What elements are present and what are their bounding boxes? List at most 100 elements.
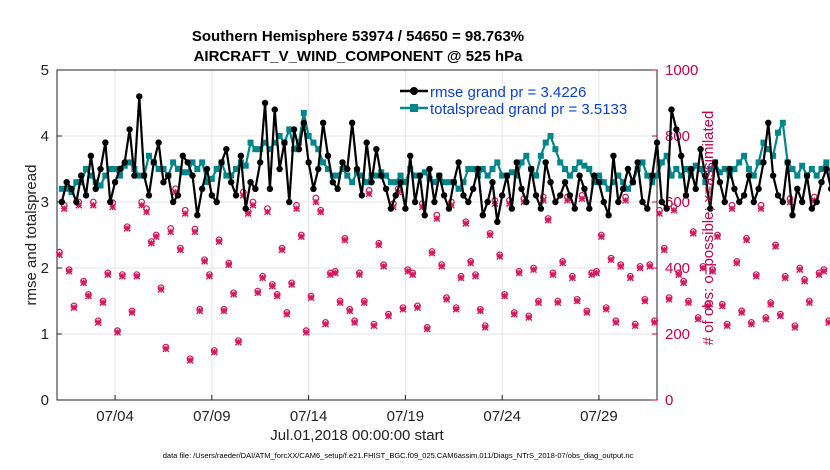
left-tick-label: 4 xyxy=(41,128,49,145)
spread-point xyxy=(595,172,602,179)
rmse-point xyxy=(716,179,724,186)
rmse-point xyxy=(537,205,545,212)
obs-assimilated-point xyxy=(293,205,301,213)
rmse-point xyxy=(818,179,825,186)
rmse-point xyxy=(407,152,414,159)
obs-assimilated-point xyxy=(118,272,126,280)
spread-point xyxy=(170,159,177,166)
rmse-point xyxy=(586,205,593,212)
obs-assimilated-point xyxy=(452,305,460,313)
spread-point xyxy=(262,139,269,146)
obs-assimilated-point xyxy=(762,315,770,323)
spread-point xyxy=(639,159,646,166)
spread-point xyxy=(63,185,70,192)
rmse-point xyxy=(266,185,274,192)
rmse-point xyxy=(663,205,670,212)
obs-assimilated-point xyxy=(622,196,630,204)
spread-point xyxy=(242,162,249,169)
rmse-point xyxy=(247,179,254,186)
spread-point xyxy=(721,166,728,172)
right-tick-label: 1000 xyxy=(665,62,698,79)
spread-point xyxy=(760,139,767,146)
rmse-point xyxy=(503,172,511,179)
rmse-point xyxy=(721,198,728,206)
rmse-point xyxy=(508,205,516,212)
obs-assimilated-point xyxy=(728,205,736,213)
rmse-point xyxy=(760,159,767,166)
rmse-point xyxy=(68,185,75,192)
y-axis-label-right: # of obs: o=possible; ×=assimilated xyxy=(700,111,717,346)
obs-assimilated-point xyxy=(752,272,760,280)
spread-point xyxy=(489,166,496,172)
obs-assimilated-point xyxy=(355,271,363,279)
obs-assimilated-point xyxy=(181,210,189,218)
obs-assimilated-point xyxy=(544,216,552,224)
obs-assimilated-point xyxy=(65,267,73,275)
rmse-point xyxy=(300,119,307,127)
obs-assimilated-point xyxy=(772,243,780,251)
rmse-point xyxy=(165,172,172,179)
rmse-point xyxy=(436,172,443,179)
spread-point xyxy=(344,172,351,179)
spread-point xyxy=(533,172,540,179)
rmse-point xyxy=(440,192,448,199)
rmse-point xyxy=(227,179,235,186)
spread-point xyxy=(770,152,777,159)
obs-assimilated-point xyxy=(718,302,726,310)
rmse-point xyxy=(203,165,211,173)
spread-point xyxy=(658,159,665,166)
obs-assimilated-point xyxy=(747,320,755,328)
y-axis-label-left: rmse and totalspread xyxy=(23,165,40,306)
rmse-point xyxy=(281,139,288,146)
rmse-point xyxy=(92,185,99,192)
obs-assimilated-point xyxy=(593,269,601,277)
spread-point xyxy=(155,166,162,172)
obs-assimilated-point xyxy=(210,348,218,356)
grid xyxy=(57,69,657,401)
obs-assimilated-point xyxy=(283,310,291,318)
obs-assimilated-point xyxy=(559,259,567,267)
rmse-point xyxy=(794,185,801,192)
obs-assimilated-point xyxy=(365,190,373,198)
spread-point xyxy=(174,166,181,172)
rmse-point xyxy=(455,159,462,166)
chart-title-line2: AIRCRAFT_V_WIND_COMPONENT @ 525 hPa xyxy=(194,48,524,65)
obs-assimilated-point xyxy=(573,297,581,305)
rmse-point xyxy=(711,159,719,166)
rmse-point xyxy=(237,152,245,159)
spread-point xyxy=(741,152,748,159)
rmse-point xyxy=(474,165,482,173)
spread-point xyxy=(349,179,356,186)
spread-point xyxy=(73,179,80,186)
rmse-point xyxy=(344,165,351,173)
obs-assimilated-point xyxy=(651,318,659,326)
obs-assimilated-point xyxy=(307,294,315,302)
rmse-point xyxy=(469,185,477,192)
obs-assimilated-point xyxy=(583,309,591,317)
obs-assimilated-point xyxy=(805,299,813,307)
rmse-point xyxy=(295,146,303,153)
obs-assimilated-point xyxy=(496,252,504,260)
rmse-point xyxy=(465,198,472,206)
spread-point xyxy=(83,166,90,172)
rmse-point xyxy=(561,179,569,186)
rmse-point xyxy=(150,159,157,166)
spread-point xyxy=(513,172,520,179)
rmse-point xyxy=(610,152,617,159)
obs-assimilated-point xyxy=(723,322,731,330)
spread-point xyxy=(678,172,685,179)
obs-assimilated-point xyxy=(641,297,649,305)
rmse-point xyxy=(629,179,637,186)
rmse-point xyxy=(324,152,332,159)
spread-point xyxy=(407,166,414,172)
spread-point xyxy=(571,166,578,172)
obs-assimilated-point xyxy=(191,228,199,236)
footnote: data file: /Users/raeder/DAI/ATM_forcXX/… xyxy=(163,451,634,460)
spread-point xyxy=(116,172,123,179)
obs-assimilated-point xyxy=(404,267,412,275)
obs-assimilated-point xyxy=(443,295,451,303)
rmse-point xyxy=(271,106,278,113)
right-tick-label: 0 xyxy=(665,392,673,409)
obs-assimilated-point xyxy=(322,320,330,328)
